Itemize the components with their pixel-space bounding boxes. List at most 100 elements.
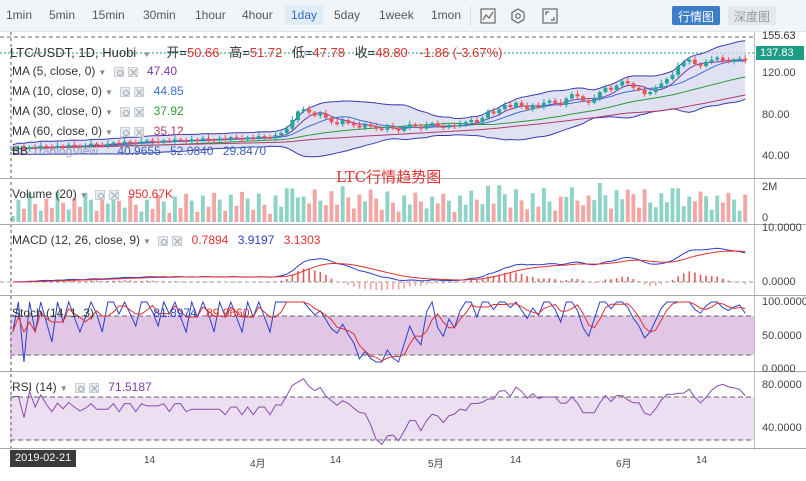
macd-histogram-bar [123,280,126,282]
macd-histogram-bar [107,280,109,282]
ma60-legend: MA (60, close, 0) ▼ 35.12 [12,124,184,138]
macd-histogram-bar [425,282,428,285]
volume-bar [117,200,121,222]
macd-histogram-bar [654,282,657,286]
volume-bar [89,199,94,222]
pane-divider[interactable] [0,224,806,225]
volume-bar [167,212,172,222]
pane-divider[interactable] [0,178,806,179]
volume-bar [77,206,82,222]
interval-4hour[interactable]: 4hour [242,8,273,22]
volume-bar [150,208,155,222]
chevron-down-icon[interactable]: ▼ [142,50,151,59]
pane-divider[interactable] [0,295,806,296]
candle-body [620,81,625,86]
candle-body [553,100,558,103]
macd-histogram-bar [660,282,663,285]
interval-1day[interactable]: 1day [285,5,324,25]
chevron-down-icon[interactable]: ▼ [105,128,113,137]
volume-bar [541,188,546,222]
time-tick: 14 [696,455,708,466]
crosshair-date-tag: 2019-02-21 [10,450,77,467]
volume-bar [33,203,38,222]
indicator-settings-icon[interactable] [120,106,131,117]
macd-histogram-bar [476,280,478,282]
chevron-down-icon[interactable]: ▼ [98,68,107,77]
macd-histogram-bar [129,280,132,282]
chevron-down-icon[interactable]: ▼ [59,384,68,393]
macd-histogram-bar [464,281,467,282]
macd-histogram-bar [604,279,607,282]
volume-bar [318,200,323,222]
candle-body [357,125,362,128]
remove-indicator-icon[interactable] [172,235,183,246]
macd-histogram-bar [738,282,741,283]
macd-histogram-bar [453,282,456,284]
pane-divider[interactable] [0,371,806,372]
macd-histogram-bar [677,276,679,282]
volume-bar [737,210,742,222]
interval-15min[interactable]: 15min [92,8,125,22]
indicator-settings-icon[interactable] [74,382,85,393]
candle-body [715,57,720,60]
candle-body [603,87,608,92]
macd-histogram-bar [638,281,640,282]
candle-view-button[interactable]: 行情图 [672,6,721,25]
volume-bar [307,203,312,222]
remove-indicator-icon[interactable] [108,189,119,200]
candle-body [676,66,681,75]
indicator-settings-icon[interactable] [158,235,169,246]
indicator-settings-icon[interactable] [94,189,105,200]
chevron-down-icon[interactable]: ▼ [143,237,151,246]
settings-gear-icon[interactable] [508,6,528,26]
macd-tick: 10.0000 [762,222,802,234]
remove-indicator-icon[interactable] [127,66,138,77]
candle-body [458,124,463,127]
interval-1min[interactable]: 1min [6,8,33,22]
candle-body [335,122,340,125]
candle-body [44,145,49,148]
remove-indicator-icon[interactable] [134,106,145,117]
candle-body [480,117,485,123]
candle-body [27,146,32,150]
candle-body [614,85,619,90]
indicator-settings-icon[interactable] [120,126,131,137]
macd-histogram-bar [716,276,719,282]
macd-histogram-bar [90,280,92,282]
chevron-down-icon[interactable]: ▼ [105,108,113,117]
interval-5day[interactable]: 5day [334,8,361,22]
candle-body [346,120,351,124]
macd-histogram-bar [269,282,271,283]
remove-indicator-icon[interactable] [88,382,99,393]
volume-bar [22,208,26,222]
candle-body [10,149,15,151]
interval-1week[interactable]: 1week [379,8,414,22]
candle-body [268,137,272,139]
volume-bar [357,194,362,222]
indicator-settings-icon[interactable] [120,86,131,97]
remove-indicator-icon[interactable] [134,86,145,97]
chevron-down-icon[interactable]: ▼ [79,191,88,200]
volume-bar [290,188,295,222]
macd-histogram-bar [408,282,411,287]
volume-bar [178,207,183,222]
interval-1hour[interactable]: 1hour [195,8,226,22]
volume-bar [692,201,697,222]
chevron-down-icon[interactable]: ▼ [105,88,113,97]
interval-30min[interactable]: 30min [143,8,176,22]
depth-view-button[interactable]: 深度图 [728,6,777,25]
volume-bar [335,204,340,222]
chart-style-icon[interactable] [478,6,498,26]
macd-histogram-bar [666,282,668,283]
fullscreen-icon[interactable] [540,6,560,26]
indicator-settings-icon[interactable] [113,66,124,77]
interval-1mon[interactable]: 1mon [431,8,462,22]
candle-body [709,59,714,62]
candle-body [592,98,597,103]
remove-indicator-icon[interactable] [134,126,145,137]
price-tick: 40.00 [762,150,790,162]
volume-bar [575,200,580,222]
interval-5min[interactable]: 5min [49,8,76,22]
bb-value-1: 40.9655 [117,144,161,158]
